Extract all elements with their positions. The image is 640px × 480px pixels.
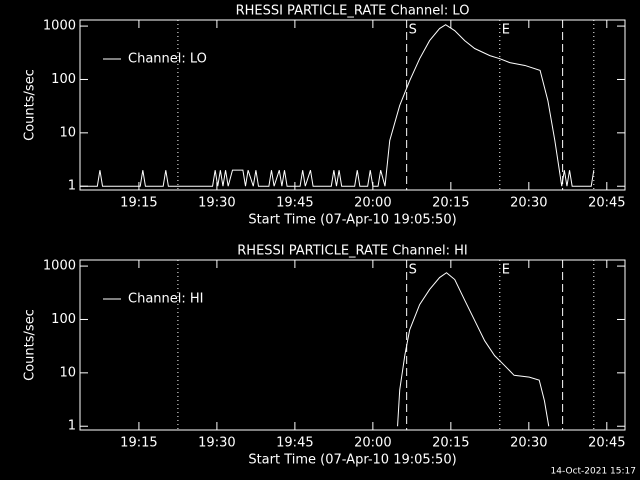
marker-label: E	[502, 23, 510, 38]
x-tick-label: 20:00	[354, 436, 391, 451]
x-axis-label: Start Time (07-Apr-10 19:05:50)	[248, 213, 456, 228]
x-tick-label: 19:45	[276, 436, 313, 451]
x-tick-label: 19:15	[120, 436, 157, 451]
x-tick-label: 20:00	[354, 196, 391, 211]
legend-label: Channel: LO	[128, 52, 207, 67]
x-tick-label: 19:30	[198, 196, 235, 211]
y-tick-label: 1000	[43, 19, 76, 34]
y-tick-label: 10	[59, 125, 76, 140]
y-tick-label: 100	[51, 72, 76, 87]
x-tick-label: 19:15	[120, 196, 157, 211]
x-tick-label: 20:15	[432, 436, 469, 451]
x-tick-label: 19:45	[276, 196, 313, 211]
marker-label: E	[502, 263, 510, 278]
data-line	[80, 24, 595, 187]
y-axis-label: Counts/sec	[23, 309, 38, 381]
y-axis-label: Counts/sec	[23, 69, 38, 141]
y-tick-label: 1	[68, 179, 76, 194]
y-tick-label: 10	[59, 365, 76, 380]
marker-label: S	[409, 23, 417, 38]
x-tick-label: 20:45	[588, 436, 625, 451]
y-tick-label: 1000	[43, 259, 76, 274]
x-tick-label: 19:30	[198, 436, 235, 451]
x-tick-label: 20:15	[432, 196, 469, 211]
y-tick-label: 100	[51, 312, 76, 327]
data-line	[397, 272, 550, 427]
x-axis-label: Start Time (07-Apr-10 19:05:50)	[248, 453, 456, 468]
chart-title: RHESSI PARTICLE_RATE Channel: HI	[237, 244, 467, 259]
x-tick-label: 20:30	[510, 196, 547, 211]
marker-label: S	[409, 263, 417, 278]
chart-title: RHESSI PARTICLE_RATE Channel: LO	[236, 4, 470, 19]
plot-frame	[79, 19, 626, 191]
footer-timestamp: 14-Oct-2021 15:17	[551, 467, 636, 477]
y-tick-label: 1	[68, 419, 76, 434]
legend-label: Channel: HI	[128, 292, 204, 307]
plot-frame	[79, 259, 626, 431]
x-tick-label: 20:45	[588, 196, 625, 211]
x-tick-label: 20:30	[510, 436, 547, 451]
